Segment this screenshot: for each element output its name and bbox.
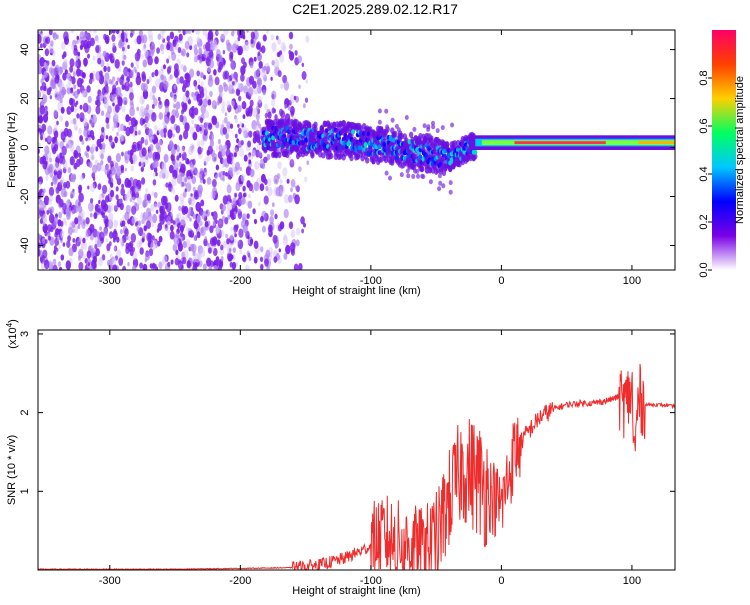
spectrogram-frame (37, 29, 676, 271)
x-tick-label: -100 (360, 575, 382, 587)
y-multiplier: (x104) (5, 319, 19, 349)
y-tick-label: -20 (19, 189, 31, 205)
colorbar-gradient (712, 30, 736, 270)
x-tick-label: -200 (229, 275, 251, 287)
chart-title: C2E1.2025.289.02.12.R17 (292, 1, 458, 17)
x-tick-label: -300 (99, 575, 121, 587)
x-tick-label: -100 (360, 275, 382, 287)
y-axis-label: SNR (10 * v/v) (6, 435, 18, 505)
y-tick-label: 20 (19, 92, 31, 104)
spectrogram-panel: -300 -200 -100 0 100 40 20 0 -20 -40 Height of str… (6, 29, 676, 297)
y-tick-label: -40 (19, 238, 31, 254)
x-tick-label: 100 (623, 275, 641, 287)
colorbar: 0.0 0.2 0.4 0.6 0.8 Normalized spectral ampli… (698, 30, 746, 278)
snr-frame (37, 329, 676, 571)
colorbar-tick-label: 0.4 (698, 166, 710, 181)
x-tick-label: -300 (99, 275, 121, 287)
svg-text:(x104): (x104) (5, 319, 19, 349)
x-axis-label: Height of straight line (km) (292, 585, 420, 597)
y-tick-label: 1 (19, 488, 31, 494)
y-tick-label: 0 (19, 144, 31, 150)
y-tick-label: 2 (19, 410, 31, 416)
x-tick-label: 100 (623, 575, 641, 587)
colorbar-tick-label: 0.8 (698, 70, 710, 85)
colorbar-tick-label: 0.2 (698, 214, 710, 229)
y-tick-label: 3 (19, 331, 31, 337)
snr-series-line (38, 363, 675, 570)
colorbar-tick-label: 0.6 (698, 118, 710, 133)
colorbar-tick-label: 0.0 (698, 262, 710, 277)
y-axis-label: Frequency (Hz) (6, 112, 18, 188)
y-tick-label: 40 (19, 43, 31, 55)
x-axis-label: Height of straight line (km) (292, 285, 420, 297)
signal-band-peak (638, 141, 675, 145)
x-tick-label: -200 (229, 575, 251, 587)
signal-band-peak (514, 141, 606, 145)
x-tick-label: 0 (498, 575, 504, 587)
snr-panel: -300 -200 -100 0 100 1 2 3 Height of straight li… (5, 319, 676, 597)
spectrogram-heatmap (38, 30, 675, 270)
x-tick-label: 0 (498, 275, 504, 287)
colorbar-label: Normalized spectral amplitude (734, 76, 746, 224)
